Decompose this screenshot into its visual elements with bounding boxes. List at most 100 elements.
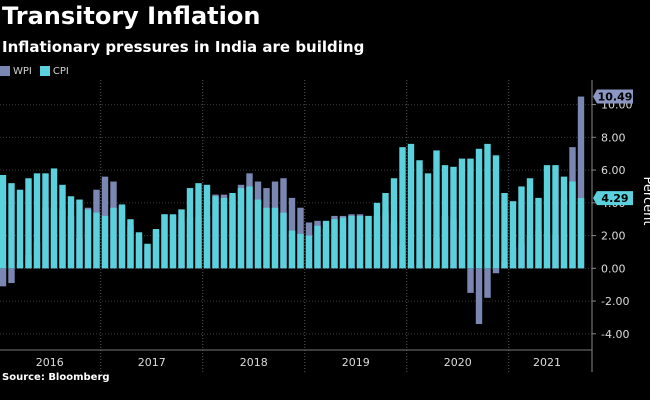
chart-subtitle: Inflationary pressures in India are buil…: [2, 38, 365, 56]
bar-wpi: [467, 268, 474, 293]
bar-cpi: [33, 173, 41, 269]
legend-swatch-cpi: [39, 66, 50, 76]
y-tick-label: 2.00: [601, 230, 626, 243]
bar-cpi: [297, 233, 304, 269]
bar-cpi: [271, 207, 279, 269]
bar-cpi: [484, 143, 491, 269]
bar-cpi: [543, 165, 551, 269]
bar-cpi: [195, 183, 202, 269]
bar-cpi: [152, 229, 160, 269]
legend-label-cpi: CPI: [52, 65, 69, 77]
bar-cpi: [314, 225, 321, 269]
x-tick-label: 2020: [444, 356, 472, 369]
bar-cpi: [186, 188, 194, 269]
y-tick-label: 0.00: [601, 262, 626, 275]
bar-cpi: [399, 147, 406, 269]
bar-cpi: [42, 173, 49, 269]
bar-cpi: [305, 235, 313, 269]
chart-title: Transitory Inflation: [2, 2, 261, 30]
bar-cpi: [348, 215, 355, 269]
bar-cpi: [322, 220, 330, 269]
chart-legend: WPI CPI: [0, 64, 69, 78]
cpi-last-value-box: [593, 191, 633, 206]
bar-cpi: [467, 158, 474, 269]
bar-cpi: [492, 155, 500, 269]
y-axis-title: Percent: [640, 177, 650, 226]
bar-cpi: [8, 183, 15, 269]
wpi-last-value-box: [593, 89, 633, 104]
bar-cpi: [552, 165, 559, 269]
bar-cpi: [246, 186, 253, 269]
bar-cpi: [67, 196, 75, 269]
bar-cpi: [144, 243, 151, 269]
bar-cpi: [25, 178, 32, 269]
y-tick-label: 6.00: [601, 164, 626, 177]
wpi-last-value-text: 10.49: [598, 91, 633, 104]
source-note: Source: Bloomberg: [2, 372, 110, 383]
bar-cpi: [339, 217, 347, 269]
bar-cpi: [535, 197, 542, 269]
bar-wpi: [8, 268, 15, 284]
bar-cpi: [101, 215, 109, 269]
bar-cpi: [0, 174, 7, 269]
bar-cpi: [212, 196, 219, 269]
bar-cpi: [254, 199, 262, 269]
bar-cpi: [365, 215, 372, 269]
x-tick-label: 2021: [533, 356, 561, 369]
bar-cpi: [16, 189, 24, 269]
bar-cpi: [93, 212, 100, 269]
bar-cpi: [178, 209, 185, 269]
bar-wpi: [492, 268, 500, 274]
y-tick-label: -4.00: [601, 328, 629, 341]
bar-cpi: [220, 197, 228, 269]
legend-item-wpi: WPI: [0, 66, 32, 77]
bar-cpi: [118, 204, 126, 269]
bar-cpi: [382, 192, 389, 269]
bar-cpi: [76, 199, 83, 269]
bar-cpi: [229, 192, 236, 269]
bar-cpi: [169, 214, 177, 269]
bar-cpi: [59, 184, 66, 269]
bar-cpi: [135, 232, 143, 269]
bar-cpi: [331, 219, 338, 269]
bar-cpi: [161, 214, 168, 269]
bar-cpi: [203, 184, 211, 269]
x-tick-label: 2016: [36, 356, 64, 369]
bar-cpi: [450, 166, 457, 269]
legend-swatch-wpi: [0, 66, 10, 76]
bar-wpi: [577, 96, 585, 269]
bar-cpi: [237, 188, 245, 269]
bar-cpi: [390, 178, 398, 269]
bar-cpi: [110, 207, 117, 269]
bar-cpi: [433, 150, 440, 269]
cpi-last-value-text: 4.29: [601, 192, 628, 205]
bar-cpi: [526, 178, 534, 269]
y-tick-label: 8.00: [601, 131, 626, 144]
y-tick-label: -2.00: [601, 295, 629, 308]
bar-cpi: [518, 186, 525, 269]
bar-cpi: [84, 209, 92, 269]
bar-cpi: [356, 215, 364, 269]
bar-cpi: [441, 165, 449, 269]
bar-cpi: [280, 212, 287, 269]
x-tick-label: 2017: [138, 356, 166, 369]
x-tick-label: 2019: [342, 356, 370, 369]
bar-cpi: [509, 201, 517, 269]
legend-item-cpi: CPI: [39, 65, 69, 77]
bar-wpi: [0, 268, 7, 287]
bar-cpi: [577, 198, 585, 269]
bar-cpi: [475, 148, 483, 269]
bar-cpi: [458, 158, 466, 269]
bar-wpi: [484, 268, 491, 298]
bar-cpi: [127, 219, 134, 269]
bar-cpi: [407, 143, 415, 269]
bar-cpi: [501, 192, 508, 269]
legend-label-wpi: WPI: [13, 65, 32, 77]
x-tick-label: 2018: [240, 356, 268, 369]
bar-cpi: [560, 176, 568, 269]
bar-cpi: [424, 173, 432, 269]
bar-cpi: [50, 168, 58, 269]
bar-cpi: [288, 230, 296, 269]
bar-cpi: [373, 202, 381, 269]
